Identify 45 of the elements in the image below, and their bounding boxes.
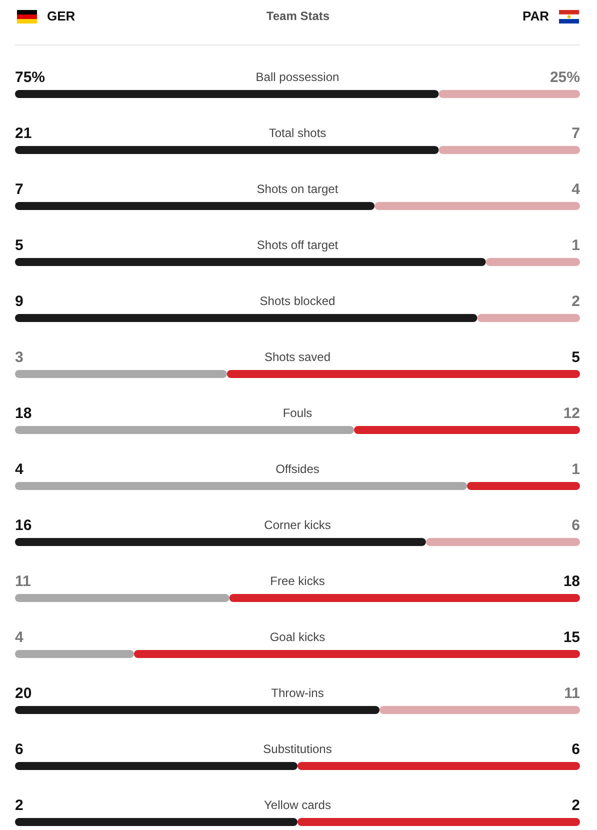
data-label: 1: [572, 236, 580, 254]
data-label: 5: [15, 236, 24, 254]
data-label: 21: [15, 124, 32, 142]
data-label: 16: [15, 516, 32, 534]
data-label: 6: [572, 516, 580, 534]
data-label: 7: [15, 180, 24, 198]
y-tick-label: Throw-ins: [271, 686, 324, 700]
data-label: 3: [15, 348, 24, 366]
y-tick-label: Goal kicks: [270, 630, 326, 644]
text: PAR: [522, 8, 550, 24]
y-tick-label: Shots on target: [256, 182, 339, 196]
data-label: 7: [572, 124, 580, 142]
data-label: 11: [15, 572, 31, 590]
y-tick-label: Total shots: [268, 126, 326, 140]
y-tick-label: Substitutions: [263, 742, 332, 756]
data-label: 4: [15, 460, 24, 478]
y-tick-label: Yellow cards: [264, 798, 331, 812]
data-label: 6: [15, 740, 24, 758]
data-label: 75%: [15, 68, 46, 86]
text: Team Stats: [266, 9, 330, 24]
data-label: 2: [572, 292, 580, 310]
data-label: 20: [15, 684, 32, 702]
y-tick-label: Shots off target: [256, 238, 339, 252]
data-label: 11: [564, 684, 580, 702]
y-tick-label: Ball possession: [256, 70, 340, 84]
data-label: 1: [572, 460, 580, 478]
data-label: 9: [15, 292, 24, 310]
data-label: 5: [572, 348, 580, 366]
text: GER: [47, 8, 76, 24]
data-label: 25%: [550, 68, 580, 86]
y-tick-label: Fouls: [282, 406, 312, 420]
y-tick-label: Offsides: [276, 462, 320, 476]
data-label: 4: [572, 180, 581, 198]
y-tick-label: Free kicks: [270, 574, 325, 588]
data-label: 2: [572, 796, 580, 814]
data-label: 12: [563, 404, 580, 422]
y-tick-label: Shots blocked: [260, 294, 336, 308]
data-label: 4: [15, 628, 24, 646]
y-tick-label: Corner kicks: [264, 518, 331, 532]
data-label: 18: [563, 572, 580, 590]
y-tick-label: Shots saved: [264, 350, 331, 364]
data-label: 18: [15, 404, 32, 422]
data-label: 15: [563, 628, 580, 646]
data-label: 2: [15, 796, 24, 814]
data-label: 6: [572, 740, 580, 758]
